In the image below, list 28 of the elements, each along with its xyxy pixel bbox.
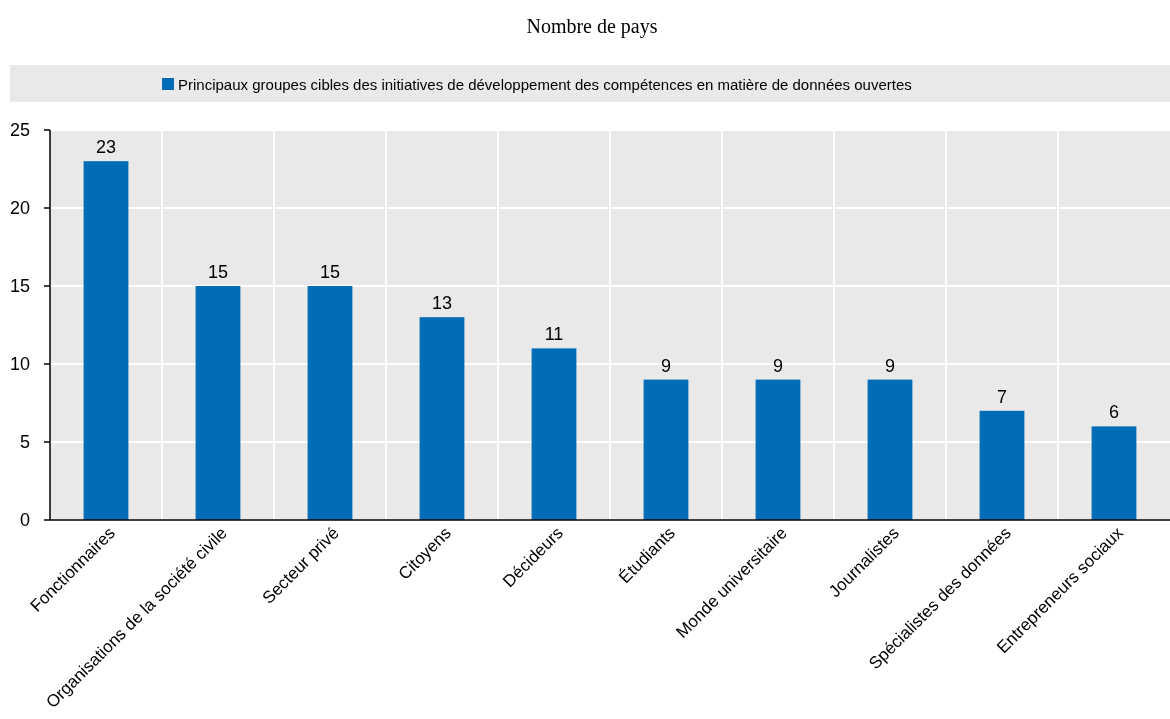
data-label: 7 xyxy=(996,386,1008,407)
data-label: 11 xyxy=(544,324,564,345)
y-tick-label: 15 xyxy=(9,276,30,296)
bar xyxy=(531,348,577,520)
y-tick-label: 5 xyxy=(19,432,30,452)
data-label: 13 xyxy=(431,293,453,314)
data-label: 15 xyxy=(207,262,229,282)
y-tick-label: 20 xyxy=(9,198,30,218)
bar xyxy=(419,317,465,520)
bar xyxy=(83,161,129,520)
legend-label: Principaux groupes cibles des initiatives de développement des compétences en matière de données ouvertes xyxy=(178,76,912,93)
bar xyxy=(979,410,1025,520)
y-tick-label: 25 xyxy=(9,120,30,140)
data-label: 6 xyxy=(1108,402,1120,423)
data-label: 15 xyxy=(319,262,341,282)
data-label: 23 xyxy=(95,137,117,158)
bar xyxy=(755,379,801,520)
y-tick-label: 0 xyxy=(19,510,30,530)
bar xyxy=(867,379,913,520)
chart-title: Nombre de pays xyxy=(526,15,658,38)
bar xyxy=(1091,426,1137,520)
bar xyxy=(643,379,689,520)
data-label: 9 xyxy=(660,355,672,376)
data-label: 9 xyxy=(772,355,784,376)
y-tick-label: 10 xyxy=(9,354,30,374)
bar xyxy=(307,286,353,520)
bar xyxy=(195,286,241,520)
data-label: 9 xyxy=(884,355,896,376)
